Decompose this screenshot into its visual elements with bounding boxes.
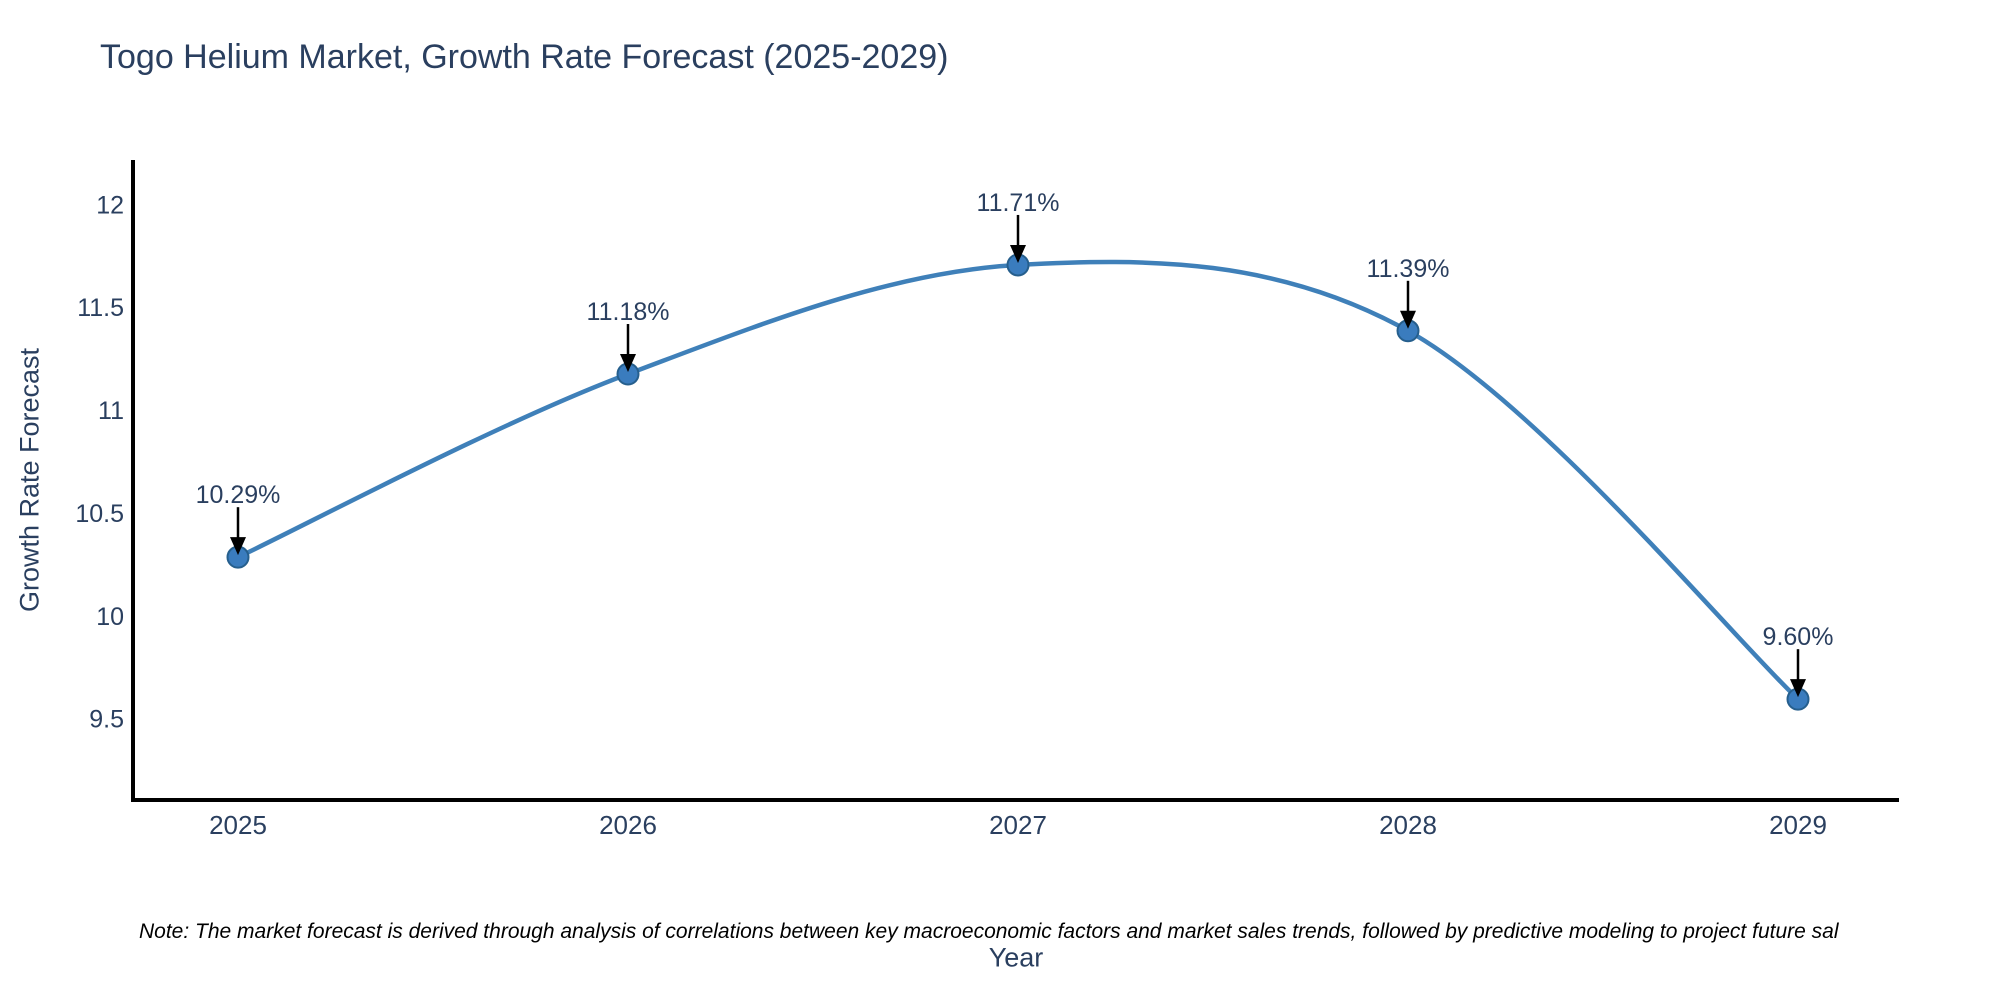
annotation-arrow-head	[620, 354, 636, 373]
annotation-arrow-head	[1010, 244, 1026, 263]
x-tick-label: 2026	[599, 810, 657, 840]
y-tick-label: 10.5	[75, 500, 124, 528]
x-axis-title: Year	[988, 942, 1044, 973]
y-tick-label: 12	[96, 191, 124, 219]
forecast-line	[235, 259, 1801, 702]
chart-title: Togo Helium Market, Growth Rate Forecast…	[100, 38, 949, 76]
footnote-text: Note: The market forecast is derived thr…	[139, 920, 1839, 943]
y-tick-label: 11.5	[77, 294, 124, 322]
annotation-arrow-head	[230, 537, 246, 556]
y-tick-label: 10	[96, 603, 124, 631]
annotation-arrow-head	[1790, 679, 1806, 698]
data-point-label: 11.39%	[1367, 255, 1450, 283]
x-tick-label: 2028	[1379, 810, 1437, 840]
x-tick-label: 2027	[989, 810, 1047, 840]
x-tick-label: 2029	[1769, 810, 1827, 840]
data-point-label: 10.29%	[196, 481, 281, 509]
data-point-label: 11.71%	[977, 189, 1060, 217]
data-point-label: 9.60%	[1763, 623, 1834, 651]
y-tick-label: 11	[98, 397, 124, 425]
annotation-arrow-head	[1400, 310, 1416, 329]
y-tick-label: 9.5	[89, 706, 124, 734]
x-tick-label: 2025	[209, 810, 267, 840]
data-point-label: 11.18%	[587, 298, 670, 326]
